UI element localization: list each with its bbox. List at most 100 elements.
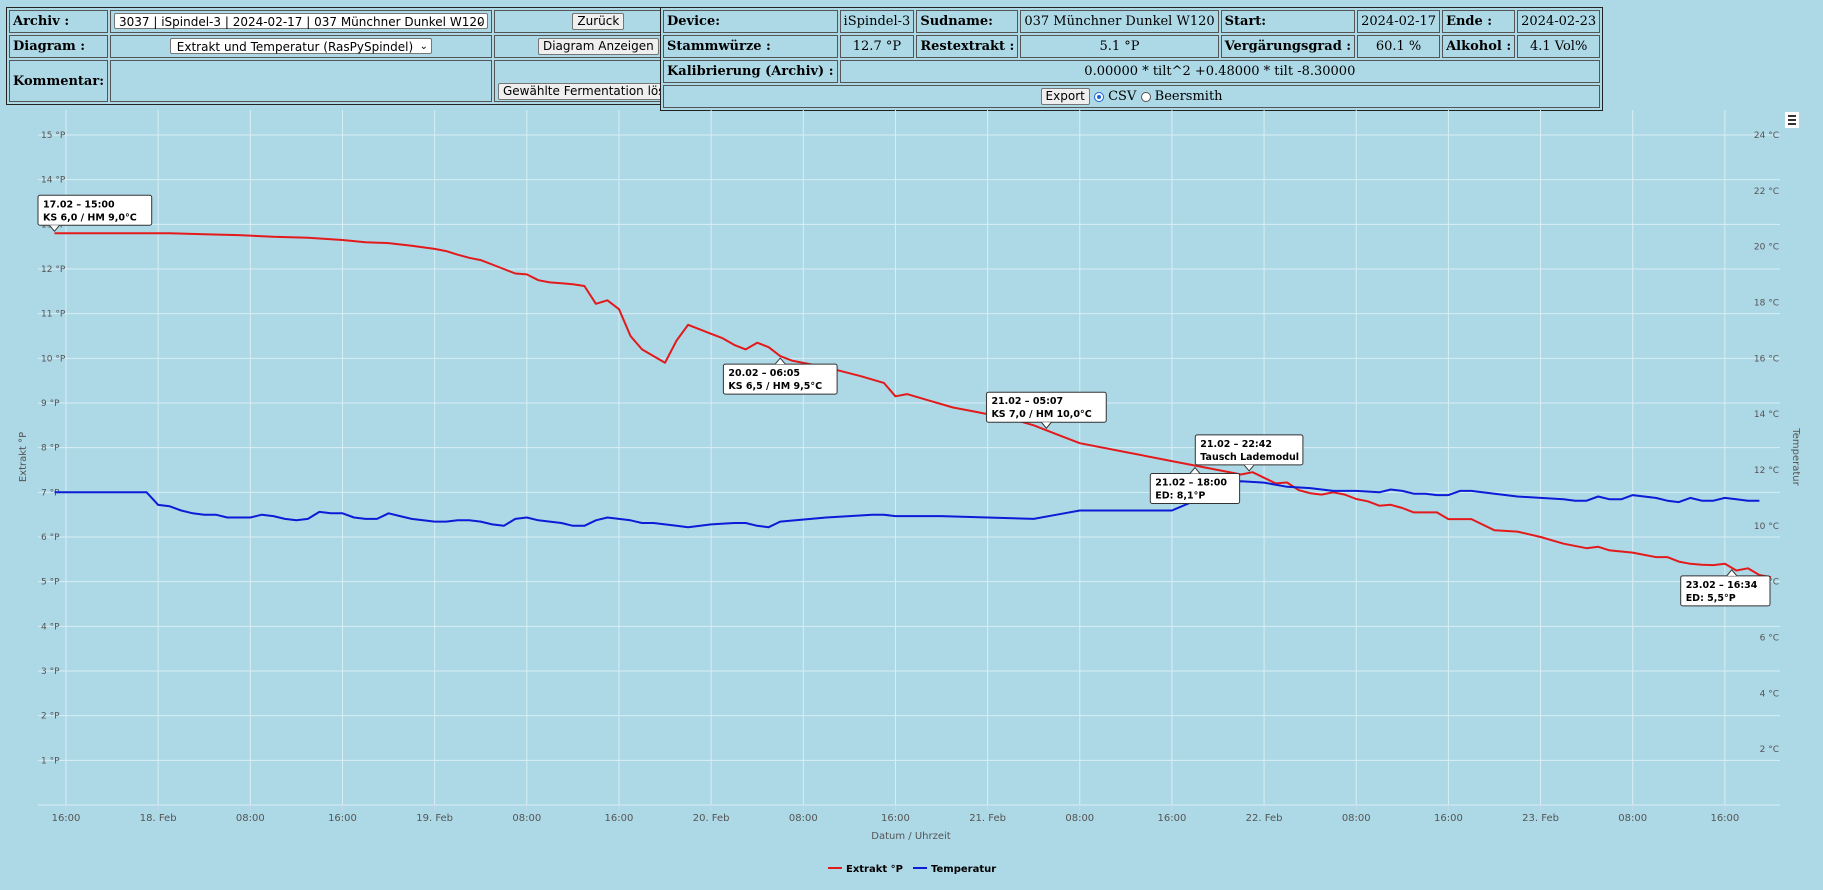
diagram-label: Diagram : bbox=[9, 35, 108, 58]
beersmith-radio[interactable] bbox=[1140, 91, 1151, 102]
y-tick-left: 15 °P bbox=[41, 131, 66, 141]
annotation-title: 23.02 – 16:34 bbox=[1686, 580, 1758, 591]
x-tick-label: 16:00 bbox=[1434, 813, 1463, 824]
vergaerungsgrad-label: Vergärungsgrad : bbox=[1220, 35, 1356, 58]
device-value: iSpindel-3 bbox=[839, 10, 915, 33]
stammwuerze-label: Stammwürze : bbox=[663, 35, 838, 58]
archiv-select[interactable]: 3037 | iSpindel-3 | 2024-02-17 | 037 Mün… bbox=[114, 13, 488, 29]
y-tick-right: 6 °C bbox=[1760, 634, 1779, 644]
annotation-title: 21.02 – 22:42 bbox=[1200, 439, 1272, 450]
y-tick-right: 12 °C bbox=[1754, 466, 1779, 476]
kalibrierung-label: Kalibrierung (Archiv) : bbox=[663, 60, 838, 83]
sudname-value: 037 Münchner Dunkel W120 bbox=[1020, 10, 1219, 33]
y-tick-right: 14 °C bbox=[1754, 410, 1779, 420]
restextrakt-value: 5.1 °P bbox=[1020, 35, 1219, 58]
annotation-text: KS 6,5 / HM 9,5°C bbox=[728, 381, 822, 392]
back-button[interactable]: Zurück bbox=[572, 13, 625, 30]
y-tick-left: 10 °P bbox=[41, 354, 66, 364]
y-tick-left: 9 °P bbox=[41, 399, 60, 409]
annotation-flag: 21.02 – 05:07 KS 7,0 / HM 10,0°C bbox=[985, 391, 1107, 430]
annotation-title: 21.02 – 05:07 bbox=[991, 396, 1063, 407]
x-tick-label: 08:00 bbox=[236, 813, 265, 824]
y-tick-left: 11 °P bbox=[41, 310, 66, 320]
annotation-text: KS 7,0 / HM 10,0°C bbox=[991, 409, 1091, 420]
annotation-text: Tausch Lademodul bbox=[1200, 452, 1299, 463]
x-tick-label: 08:00 bbox=[1618, 813, 1647, 824]
archiv-select-value: 3037 | iSpindel-3 | 2024-02-17 | 037 Mün… bbox=[119, 15, 485, 29]
annotation-flag: 20.02 – 06:05 KS 6,5 / HM 9,5°C bbox=[722, 357, 838, 395]
restextrakt-label: Restextrakt : bbox=[916, 35, 1019, 58]
diagram-select[interactable]: Extrakt und Temperatur (RasPySpindel) ⌄ bbox=[170, 38, 432, 54]
alkohol-label: Alkohol : bbox=[1442, 35, 1516, 58]
alkohol-value: 4.1 Vol% bbox=[1517, 35, 1601, 58]
annotation-pointer bbox=[1726, 569, 1738, 577]
legend-label-temperatur[interactable]: Temperatur bbox=[931, 864, 996, 875]
x-tick-label: 16:00 bbox=[1158, 813, 1187, 824]
comment-field[interactable] bbox=[110, 60, 492, 102]
annotation-title: 20.02 – 06:05 bbox=[728, 368, 800, 379]
fermentation-info: Device: iSpindel-3 Sudname: 037 Münchner… bbox=[660, 7, 1604, 111]
x-tick-label: 08:00 bbox=[1342, 813, 1371, 824]
csv-label: CSV bbox=[1108, 89, 1137, 104]
x-tick-label: 18. Feb bbox=[140, 813, 177, 824]
archive-form: Archiv : 3037 | iSpindel-3 | 2024-02-17 … bbox=[6, 7, 706, 105]
chart-menu-icon[interactable] bbox=[1785, 112, 1799, 128]
y-tick-right: 10 °C bbox=[1754, 522, 1779, 532]
y-tick-left: 4 °P bbox=[41, 622, 60, 632]
comment-label: Kommentar: bbox=[9, 60, 108, 102]
show-diagram-button[interactable]: Diagram Anzeigen bbox=[537, 38, 659, 55]
annotation-pointer bbox=[1243, 464, 1255, 472]
annotation-pointer bbox=[1189, 466, 1201, 474]
export-button[interactable]: Export bbox=[1040, 88, 1090, 105]
x-tick-label: 21. Feb bbox=[969, 813, 1006, 824]
annotation-flag: 21.02 – 22:42 Tausch Lademodul bbox=[1194, 434, 1304, 472]
extrakt-series-line bbox=[54, 232, 1772, 579]
delete-fermentation-button[interactable]: Gewählte Fermentation löschen bbox=[498, 83, 699, 100]
archiv-label: Archiv : bbox=[9, 10, 108, 33]
show-diagram-cell: Diagram Anzeigen bbox=[494, 35, 703, 58]
diagram-select-value: Extrakt und Temperatur (RasPySpindel) bbox=[176, 40, 414, 54]
annotation-title: 17.02 – 15:00 bbox=[43, 199, 115, 210]
chart-grid bbox=[38, 110, 1780, 806]
archiv-cell: 3037 | iSpindel-3 | 2024-02-17 | 037 Mün… bbox=[110, 10, 492, 33]
annotation-box bbox=[1680, 575, 1771, 607]
y-tick-right: 20 °C bbox=[1754, 243, 1779, 253]
stammwuerze-value: 12.7 °P bbox=[839, 35, 915, 58]
annotation-flag: 21.02 – 18:00 ED: 8,1°P bbox=[1149, 466, 1241, 505]
sudname-label: Sudname: bbox=[916, 10, 1019, 33]
annotation-pointer bbox=[49, 224, 60, 233]
annotation-title: 21.02 – 18:00 bbox=[1155, 478, 1227, 489]
x-tick-label: 08:00 bbox=[789, 813, 818, 824]
csv-radio[interactable] bbox=[1093, 91, 1104, 102]
annotation-text: ED: 8,1°P bbox=[1155, 491, 1205, 502]
chevron-down-icon: ⌄ bbox=[475, 16, 484, 27]
y-tick-left: 12 °P bbox=[41, 265, 66, 275]
y-tick-left: 2 °P bbox=[41, 712, 60, 722]
annotation-flag: 17.02 – 15:00 KS 6,0 / HM 9,0°C bbox=[37, 194, 153, 233]
y-tick-left: 14 °P bbox=[41, 176, 66, 186]
x-tick-label: 16:00 bbox=[52, 813, 81, 824]
annotation-flag: 23.02 – 16:34 ED: 5,5°P bbox=[1680, 569, 1771, 607]
x-tick-label: 22. Feb bbox=[1246, 813, 1283, 824]
annotation-pointer bbox=[774, 357, 786, 365]
y-axis-label-left: Extrakt °P bbox=[18, 432, 29, 482]
x-tick-label: 08:00 bbox=[1065, 813, 1094, 824]
start-label: Start: bbox=[1220, 10, 1356, 33]
x-tick-label: 16:00 bbox=[1710, 813, 1739, 824]
x-tick-label: 20. Feb bbox=[693, 813, 730, 824]
x-tick-label: 23. Feb bbox=[1522, 813, 1559, 824]
y-axis-label-right: Temperatur bbox=[1790, 427, 1801, 486]
annotation-text: KS 6,0 / HM 9,0°C bbox=[43, 212, 137, 223]
annotation-box bbox=[37, 194, 153, 226]
chart-series bbox=[54, 232, 1772, 579]
x-tick-label: 08:00 bbox=[512, 813, 541, 824]
kalibrierung-value: 0.00000 * tilt^2 +0.48000 * tilt -8.3000… bbox=[839, 60, 1601, 83]
y-tick-right: 18 °C bbox=[1754, 299, 1779, 309]
ende-label: Ende : bbox=[1442, 10, 1516, 33]
legend-label-extrakt[interactable]: Extrakt °P bbox=[846, 864, 903, 875]
y-tick-right: 16 °C bbox=[1754, 354, 1779, 364]
vergaerungsgrad-value: 60.1 % bbox=[1357, 35, 1441, 58]
y-tick-left: 3 °P bbox=[41, 667, 60, 677]
y-tick-right: 4 °C bbox=[1760, 689, 1779, 699]
